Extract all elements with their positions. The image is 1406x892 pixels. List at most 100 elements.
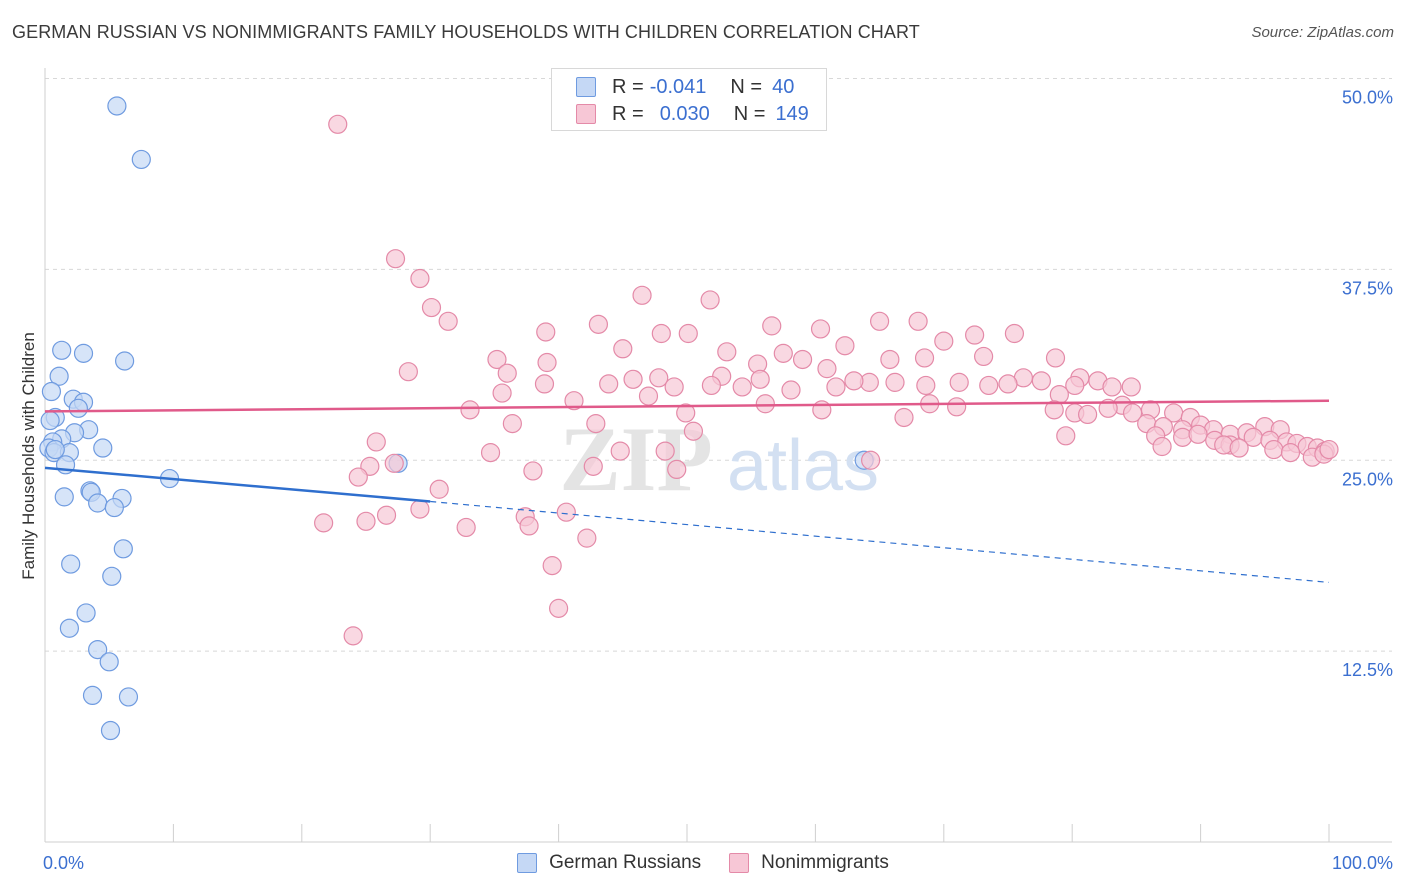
nonimmigrants-point bbox=[343, 626, 363, 646]
n-value-german-russians: 40 bbox=[772, 75, 795, 98]
nonimmigrants-point bbox=[492, 383, 512, 403]
nonimmigrants-point bbox=[421, 297, 442, 318]
german-russians-point bbox=[49, 366, 69, 386]
nonimmigrants-point bbox=[610, 441, 630, 461]
german-russians-point bbox=[88, 639, 108, 660]
nonimmigrants-point bbox=[410, 268, 430, 289]
german-russians-point bbox=[102, 566, 122, 586]
nonimmigrants-point bbox=[1229, 438, 1249, 458]
german-russians-point bbox=[45, 439, 65, 460]
nonimmigrants-point bbox=[810, 319, 831, 339]
german-russians-point bbox=[52, 340, 72, 360]
y-tick-label: 37.5% bbox=[1342, 278, 1393, 298]
nonimmigrants-point bbox=[314, 513, 334, 533]
r-label: R = bbox=[612, 102, 644, 125]
nonimmigrants-point bbox=[1004, 323, 1025, 344]
nonimmigrants-point bbox=[949, 372, 969, 392]
nonimmigrants-point bbox=[947, 397, 967, 417]
german-russians-point bbox=[107, 96, 127, 116]
german-russians-point bbox=[100, 720, 121, 741]
nonimmigrants-point bbox=[564, 391, 584, 411]
r-label: R = bbox=[612, 75, 644, 98]
nonimmigrants-point bbox=[916, 375, 936, 396]
nonimmigrants-point bbox=[826, 377, 846, 397]
nonimmigrants-point bbox=[1102, 377, 1122, 397]
nonimmigrants-point bbox=[1065, 375, 1085, 396]
nonimmigrants-point bbox=[438, 311, 458, 331]
nonimmigrants-point bbox=[667, 459, 687, 480]
german-russians-point bbox=[113, 539, 133, 559]
german-russians-point bbox=[40, 410, 60, 431]
legend-item-german-russians[interactable]: German Russians bbox=[517, 852, 701, 874]
nonimmigrants-point bbox=[717, 342, 737, 362]
nonimmigrants-point bbox=[655, 441, 675, 461]
series-legend: German Russians Nonimmigrants bbox=[0, 852, 1406, 874]
nonimmigrants-point bbox=[460, 400, 480, 420]
nonimmigrants-point bbox=[1152, 436, 1172, 457]
nonimmigrants-point bbox=[376, 505, 397, 525]
german-russians-point bbox=[54, 487, 74, 507]
german-russians-point bbox=[115, 351, 135, 371]
german-russians-point bbox=[76, 603, 96, 623]
nonimmigrants-point bbox=[979, 375, 999, 396]
stats-row-nonimmigrants: R = 0.030 N = 149 bbox=[576, 102, 809, 126]
nonimmigrants-point bbox=[934, 331, 954, 351]
nonimmigrants-point bbox=[366, 432, 386, 452]
nonimmigrants-point bbox=[519, 516, 539, 536]
nonimmigrants-point bbox=[1264, 439, 1284, 460]
german-russians-trend-extension bbox=[430, 500, 1330, 584]
stats-row-german-russians: R = -0.041 N = 40 bbox=[576, 75, 794, 99]
nonimmigrants-point bbox=[1122, 403, 1143, 423]
german-russians-point bbox=[104, 497, 124, 518]
nonimmigrants-point bbox=[384, 453, 404, 473]
nonimmigrants-point bbox=[817, 359, 837, 379]
legend-item-nonimmigrants[interactable]: Nonimmigrants bbox=[729, 852, 889, 874]
nonimmigrants-point bbox=[908, 311, 928, 331]
nonimmigrants-point bbox=[880, 349, 900, 370]
nonimmigrants-point bbox=[781, 380, 801, 400]
nonimmigrants-point bbox=[1044, 400, 1064, 420]
nonimmigrants-swatch bbox=[576, 104, 596, 124]
nonimmigrants-point bbox=[1188, 424, 1208, 444]
nonimmigrants-point bbox=[755, 394, 775, 414]
y-tick-label: 25.0% bbox=[1342, 469, 1393, 489]
nonimmigrants-point bbox=[1098, 398, 1118, 418]
nonimmigrants-point bbox=[773, 343, 793, 363]
r-value-german-russians: -0.041 bbox=[649, 75, 707, 98]
nonimmigrants-point bbox=[1078, 404, 1098, 425]
nonimmigrants-point bbox=[638, 386, 659, 406]
nonimmigrants-point bbox=[861, 450, 881, 470]
nonimmigrants-point bbox=[583, 456, 603, 476]
german-russians-point bbox=[59, 618, 79, 638]
nonimmigrants-point bbox=[914, 348, 935, 368]
nonimmigrants-point bbox=[502, 414, 522, 434]
nonimmigrants-point bbox=[398, 362, 418, 382]
german-russians-point bbox=[41, 381, 62, 402]
nonimmigrants-point bbox=[1056, 426, 1076, 446]
nonimmigrants-point bbox=[869, 311, 890, 331]
german-russians-point bbox=[118, 687, 139, 707]
x-tick-label-min: 0.0% bbox=[43, 853, 84, 873]
tick-label-layer: 12.5% 25.0% 37.5% 50.0% 0.0% 100.0% bbox=[43, 88, 1393, 874]
nonimmigrants-point bbox=[649, 368, 669, 388]
nonimmigrants-trend-line bbox=[44, 399, 1330, 413]
nonimmigrants-point bbox=[701, 375, 721, 396]
german-russians-point bbox=[61, 554, 81, 574]
nonimmigrants-point bbox=[844, 371, 864, 391]
nonimmigrants-point bbox=[577, 528, 597, 548]
nonimmigrants-point bbox=[599, 374, 619, 394]
german-russians-point bbox=[131, 149, 151, 170]
nonimmigrants-point bbox=[536, 322, 556, 342]
nonimmigrants-point bbox=[586, 414, 606, 434]
nonimmigrants-point bbox=[664, 377, 684, 397]
nonimmigrants-point bbox=[537, 352, 557, 373]
nonimmigrants-point bbox=[1045, 348, 1066, 368]
nonimmigrants-point bbox=[1319, 439, 1339, 460]
nonimmigrants-point bbox=[812, 400, 832, 420]
y-tick-label: 50.0% bbox=[1342, 88, 1393, 108]
nonimmigrants-point bbox=[523, 461, 543, 481]
nonimmigrants-point bbox=[683, 421, 704, 441]
nonimmigrants-legend-swatch bbox=[729, 853, 750, 873]
nonimmigrants-point bbox=[542, 556, 562, 576]
